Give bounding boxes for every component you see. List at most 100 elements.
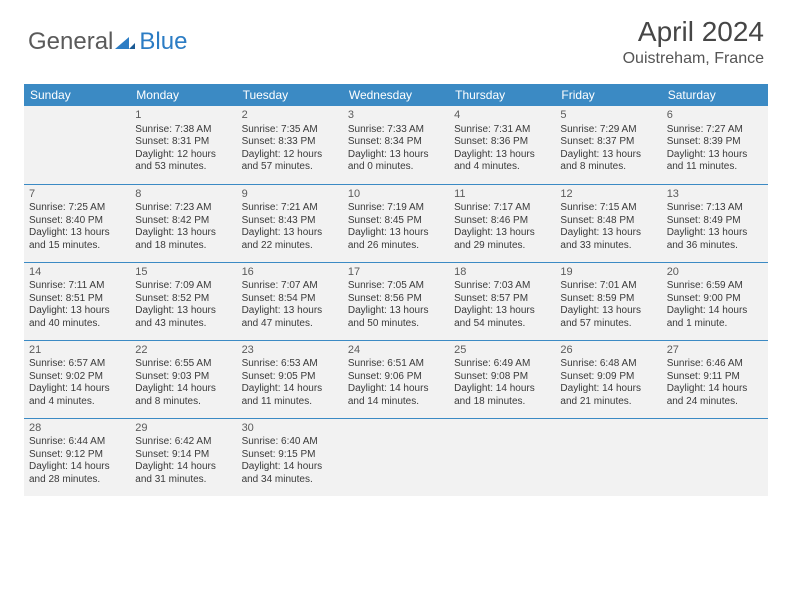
day-details: Sunrise: 7:23 AMSunset: 8:42 PMDaylight:… (135, 202, 231, 252)
sunrise-line: Sunrise: 7:23 AM (135, 202, 231, 215)
sunset-line: Sunset: 9:06 PM (348, 371, 444, 384)
day-header: Monday (130, 84, 236, 106)
sunrise-line: Sunrise: 7:19 AM (348, 202, 444, 215)
sunset-line: Sunset: 8:36 PM (454, 136, 550, 149)
daylight-line: Daylight: 13 hours and 43 minutes. (135, 305, 231, 330)
sunset-line: Sunset: 8:54 PM (242, 293, 338, 306)
sunset-line: Sunset: 8:37 PM (560, 136, 656, 149)
calendar-cell: 8Sunrise: 7:23 AMSunset: 8:42 PMDaylight… (130, 184, 236, 262)
sunrise-line: Sunrise: 7:09 AM (135, 280, 231, 293)
day-details: Sunrise: 7:11 AMSunset: 8:51 PMDaylight:… (29, 280, 125, 330)
daylight-line: Daylight: 14 hours and 4 minutes. (29, 383, 125, 408)
daylight-line: Daylight: 13 hours and 15 minutes. (29, 227, 125, 252)
day-number: 18 (454, 266, 550, 280)
sunrise-line: Sunrise: 6:53 AM (242, 358, 338, 371)
logo: General Blue (28, 28, 187, 56)
calendar-cell: 5Sunrise: 7:29 AMSunset: 8:37 PMDaylight… (555, 106, 661, 184)
sunset-line: Sunset: 9:03 PM (135, 371, 231, 384)
calendar-cell: 3Sunrise: 7:33 AMSunset: 8:34 PMDaylight… (343, 106, 449, 184)
sunrise-line: Sunrise: 7:25 AM (29, 202, 125, 215)
sunrise-line: Sunrise: 7:13 AM (667, 202, 763, 215)
day-header: Sunday (24, 84, 130, 106)
sunrise-line: Sunrise: 7:27 AM (667, 124, 763, 137)
calendar-body: 1Sunrise: 7:38 AMSunset: 8:31 PMDaylight… (24, 106, 768, 496)
sunset-line: Sunset: 8:46 PM (454, 215, 550, 228)
sunset-line: Sunset: 9:09 PM (560, 371, 656, 384)
calendar-cell: 9Sunrise: 7:21 AMSunset: 8:43 PMDaylight… (237, 184, 343, 262)
calendar-cell: 20Sunrise: 6:59 AMSunset: 9:00 PMDayligh… (662, 262, 768, 340)
daylight-line: Daylight: 12 hours and 57 minutes. (242, 149, 338, 174)
calendar-cell: 21Sunrise: 6:57 AMSunset: 9:02 PMDayligh… (24, 340, 130, 418)
day-number: 22 (135, 344, 231, 358)
day-number: 25 (454, 344, 550, 358)
day-number: 13 (667, 188, 763, 202)
day-details: Sunrise: 7:27 AMSunset: 8:39 PMDaylight:… (667, 124, 763, 174)
sunset-line: Sunset: 8:56 PM (348, 293, 444, 306)
daylight-line: Daylight: 13 hours and 0 minutes. (348, 149, 444, 174)
calendar-cell: 14Sunrise: 7:11 AMSunset: 8:51 PMDayligh… (24, 262, 130, 340)
sunrise-line: Sunrise: 7:01 AM (560, 280, 656, 293)
daylight-line: Daylight: 13 hours and 47 minutes. (242, 305, 338, 330)
calendar-cell: 24Sunrise: 6:51 AMSunset: 9:06 PMDayligh… (343, 340, 449, 418)
daylight-line: Daylight: 13 hours and 40 minutes. (29, 305, 125, 330)
sunrise-line: Sunrise: 7:35 AM (242, 124, 338, 137)
page-title: April 2024 (623, 16, 764, 48)
sunrise-line: Sunrise: 6:51 AM (348, 358, 444, 371)
calendar-cell: 1Sunrise: 7:38 AMSunset: 8:31 PMDaylight… (130, 106, 236, 184)
day-details: Sunrise: 7:31 AMSunset: 8:36 PMDaylight:… (454, 124, 550, 174)
day-details: Sunrise: 7:17 AMSunset: 8:46 PMDaylight:… (454, 202, 550, 252)
day-number: 1 (135, 109, 231, 123)
calendar-table: SundayMondayTuesdayWednesdayThursdayFrid… (24, 84, 768, 496)
day-header: Friday (555, 84, 661, 106)
daylight-line: Daylight: 14 hours and 8 minutes. (135, 383, 231, 408)
day-details: Sunrise: 6:57 AMSunset: 9:02 PMDaylight:… (29, 358, 125, 408)
calendar-row: 14Sunrise: 7:11 AMSunset: 8:51 PMDayligh… (24, 262, 768, 340)
day-details: Sunrise: 6:59 AMSunset: 9:00 PMDaylight:… (667, 280, 763, 330)
day-number: 3 (348, 109, 444, 123)
day-details: Sunrise: 6:55 AMSunset: 9:03 PMDaylight:… (135, 358, 231, 408)
sunrise-line: Sunrise: 7:05 AM (348, 280, 444, 293)
calendar-cell: 2Sunrise: 7:35 AMSunset: 8:33 PMDaylight… (237, 106, 343, 184)
sunrise-line: Sunrise: 7:29 AM (560, 124, 656, 137)
day-number: 5 (560, 109, 656, 123)
day-details: Sunrise: 7:01 AMSunset: 8:59 PMDaylight:… (560, 280, 656, 330)
calendar-cell: 16Sunrise: 7:07 AMSunset: 8:54 PMDayligh… (237, 262, 343, 340)
location: Ouistreham, France (623, 50, 764, 68)
day-details: Sunrise: 6:44 AMSunset: 9:12 PMDaylight:… (29, 436, 125, 486)
calendar-cell-empty (24, 106, 130, 184)
sunrise-line: Sunrise: 7:15 AM (560, 202, 656, 215)
calendar-cell-empty (662, 418, 768, 496)
daylight-line: Daylight: 13 hours and 33 minutes. (560, 227, 656, 252)
daylight-line: Daylight: 13 hours and 29 minutes. (454, 227, 550, 252)
calendar-cell-empty (449, 418, 555, 496)
calendar-head: SundayMondayTuesdayWednesdayThursdayFrid… (24, 84, 768, 106)
day-number: 12 (560, 188, 656, 202)
calendar-cell: 7Sunrise: 7:25 AMSunset: 8:40 PMDaylight… (24, 184, 130, 262)
daylight-line: Daylight: 13 hours and 8 minutes. (560, 149, 656, 174)
day-details: Sunrise: 6:48 AMSunset: 9:09 PMDaylight:… (560, 358, 656, 408)
day-number: 23 (242, 344, 338, 358)
sunrise-line: Sunrise: 6:46 AM (667, 358, 763, 371)
calendar-cell: 10Sunrise: 7:19 AMSunset: 8:45 PMDayligh… (343, 184, 449, 262)
daylight-line: Daylight: 14 hours and 28 minutes. (29, 461, 125, 486)
sunset-line: Sunset: 9:12 PM (29, 449, 125, 462)
day-number: 7 (29, 188, 125, 202)
calendar-row: 28Sunrise: 6:44 AMSunset: 9:12 PMDayligh… (24, 418, 768, 496)
day-number: 16 (242, 266, 338, 280)
day-number: 30 (242, 422, 338, 436)
day-number: 10 (348, 188, 444, 202)
calendar-cell: 15Sunrise: 7:09 AMSunset: 8:52 PMDayligh… (130, 262, 236, 340)
calendar-cell: 4Sunrise: 7:31 AMSunset: 8:36 PMDaylight… (449, 106, 555, 184)
calendar-cell: 17Sunrise: 7:05 AMSunset: 8:56 PMDayligh… (343, 262, 449, 340)
day-number: 20 (667, 266, 763, 280)
calendar-row: 7Sunrise: 7:25 AMSunset: 8:40 PMDaylight… (24, 184, 768, 262)
sunrise-line: Sunrise: 6:44 AM (29, 436, 125, 449)
day-header: Wednesday (343, 84, 449, 106)
calendar-cell: 11Sunrise: 7:17 AMSunset: 8:46 PMDayligh… (449, 184, 555, 262)
calendar-cell: 23Sunrise: 6:53 AMSunset: 9:05 PMDayligh… (237, 340, 343, 418)
sunrise-line: Sunrise: 6:42 AM (135, 436, 231, 449)
day-details: Sunrise: 7:25 AMSunset: 8:40 PMDaylight:… (29, 202, 125, 252)
sunset-line: Sunset: 8:43 PM (242, 215, 338, 228)
sunrise-line: Sunrise: 7:38 AM (135, 124, 231, 137)
day-details: Sunrise: 7:21 AMSunset: 8:43 PMDaylight:… (242, 202, 338, 252)
